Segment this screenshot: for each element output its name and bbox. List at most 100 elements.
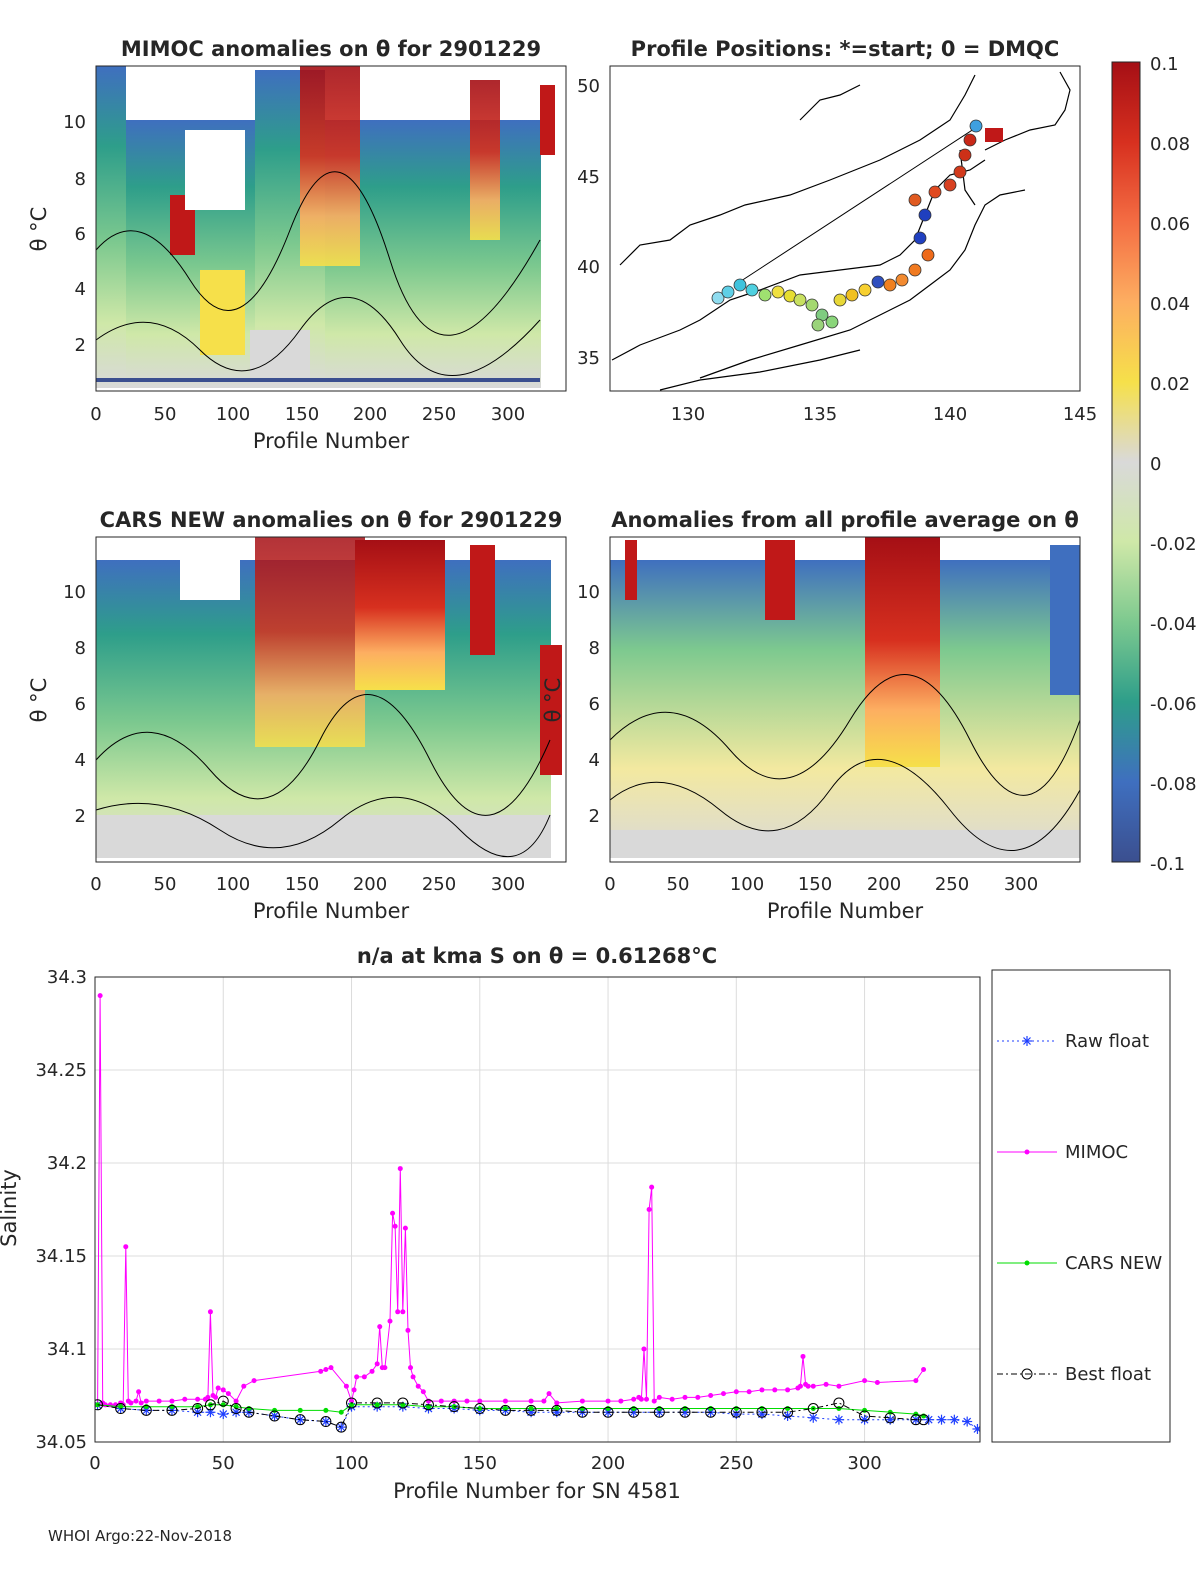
point-mimoc <box>631 1396 637 1402</box>
point-mimoc <box>102 1402 108 1408</box>
point-best-float <box>294 1414 306 1426</box>
point-cars-new <box>528 1406 534 1412</box>
chart-xlabel: Profile Number for SN 4581 <box>393 1479 681 1503</box>
point-best-float <box>499 1404 511 1416</box>
positions-title: Profile Positions: *=start; 0 = DMQC <box>631 37 1060 61</box>
cars-ytick: 10 <box>63 582 86 603</box>
point-mimoc <box>451 1398 457 1404</box>
point-mimoc <box>405 1327 411 1333</box>
point-mimoc <box>823 1381 829 1387</box>
point-mimoc <box>387 1318 393 1324</box>
cars-xlabel: Profile Number <box>253 899 410 923</box>
point-cars-new <box>400 1402 406 1408</box>
chart-y-ticks: 34.05 34.1 34.15 34.2 34.25 34.3 <box>35 967 87 1453</box>
avg-ylabel: θ °C <box>541 678 565 723</box>
point-best-float <box>204 1399 216 1411</box>
mimoc-xtick: 100 <box>216 404 250 425</box>
point-mimoc <box>369 1368 375 1374</box>
point-cars-new <box>338 1409 344 1415</box>
salinity-chart: n/a at kma S on θ = 0.61268°C 0 50 100 150 2… <box>0 944 981 1503</box>
avg-panel: Anomalies from all profile average on θ … <box>541 508 1081 923</box>
point-mimoc <box>785 1387 791 1393</box>
point-mimoc <box>408 1365 414 1371</box>
colorbar-tick: 0.08 <box>1150 134 1190 155</box>
point-mimoc <box>913 1378 919 1384</box>
point-mimoc <box>107 1402 113 1408</box>
chart-xtick: 250 <box>719 1453 753 1474</box>
avg-xlabel: Profile Number <box>767 899 924 923</box>
chart-ytick: 34.05 <box>35 1432 87 1453</box>
mimoc-xlabel: Profile Number <box>253 429 410 453</box>
point-mimoc <box>720 1391 726 1397</box>
legend: Raw float MIMOC CARS NEW Best float <box>991 969 1171 1443</box>
colorbar-tick: -0.06 <box>1150 694 1197 715</box>
point-best-float <box>448 1401 460 1413</box>
point-mimoc <box>528 1398 534 1404</box>
point-mimoc <box>354 1374 360 1380</box>
mimoc-xtick: 200 <box>353 404 387 425</box>
point-mimoc <box>156 1398 162 1404</box>
avg-xtick: 0 <box>604 874 615 895</box>
mimoc-ytick: 8 <box>75 169 86 190</box>
point-mimoc <box>579 1398 585 1404</box>
point-mimoc <box>797 1383 803 1389</box>
point-mimoc <box>318 1368 324 1374</box>
point-best-float <box>525 1404 537 1416</box>
point-cars-new <box>349 1402 355 1408</box>
point-mimoc <box>541 1398 547 1404</box>
point-mimoc <box>392 1223 398 1229</box>
cars-warm-region <box>255 537 365 747</box>
avg-ytick: 4 <box>589 750 600 771</box>
avg-x-ticks: 0 50 100 150 200 250 300 <box>604 874 1038 895</box>
positions-x-ticks: 130 135 140 145 <box>671 404 1097 425</box>
point-mimoc <box>759 1387 765 1393</box>
point-best-float <box>269 1410 281 1422</box>
point-mimoc <box>862 1378 868 1384</box>
point-mimoc <box>836 1383 842 1389</box>
point-raw-float <box>205 1407 216 1418</box>
series-mimoc <box>95 993 927 1408</box>
series-line-raw-float <box>97 1404 978 1430</box>
colorbar-tick: 0 <box>1150 454 1161 475</box>
point-mimoc <box>649 1184 655 1190</box>
cars-ytick: 2 <box>75 806 86 827</box>
point-mimoc <box>351 1387 357 1393</box>
point-cars-new <box>836 1406 842 1412</box>
point-cars-new <box>862 1407 868 1413</box>
point-best-float <box>95 1399 104 1411</box>
point-best-float <box>807 1403 819 1415</box>
colorbar-tick: 0.1 <box>1150 54 1179 75</box>
point-mimoc <box>123 1244 129 1250</box>
point-mimoc <box>438 1398 444 1404</box>
coastline <box>611 71 1071 391</box>
point-best-float <box>371 1397 383 1409</box>
chart-x-ticks: 0 50 100 150 200 250 300 <box>89 1453 881 1474</box>
point-mimoc <box>805 1383 811 1389</box>
avg-ytick: 2 <box>589 806 600 827</box>
colorbar: 0.1 0.08 0.06 0.04 0.02 0 -0.02 -0.04 -0… <box>1111 54 1197 875</box>
colorbar-tick: 0.02 <box>1150 374 1190 395</box>
chart-xtick: 200 <box>591 1453 625 1474</box>
point-mimoc <box>420 1389 426 1395</box>
point-best-float <box>756 1406 768 1418</box>
point-mimoc <box>397 1166 403 1172</box>
point-mimoc <box>143 1398 149 1404</box>
point-best-float <box>474 1403 486 1415</box>
point-mimoc <box>641 1346 647 1352</box>
point-mimoc <box>241 1383 247 1389</box>
cars-xtick: 300 <box>491 874 525 895</box>
point-best-float <box>705 1406 717 1418</box>
track-line <box>737 124 981 284</box>
cars-y-ticks: 2 4 6 8 10 <box>63 582 86 827</box>
legend-item-mimoc: MIMOC <box>997 1142 1128 1163</box>
mimoc-xtick: 0 <box>90 404 101 425</box>
footer-stamp: WHOI Argo:22-Nov-2018 <box>48 1527 232 1545</box>
legend-label: CARS NEW <box>1065 1253 1162 1274</box>
chart-ytick: 34.25 <box>35 1060 87 1081</box>
point-mimoc <box>251 1378 257 1384</box>
point-cars-new <box>425 1404 431 1410</box>
point-mimoc <box>395 1309 401 1315</box>
point-best-float <box>230 1403 242 1415</box>
legend-label: Raw float <box>1065 1031 1149 1052</box>
point-mimoc <box>233 1398 239 1404</box>
